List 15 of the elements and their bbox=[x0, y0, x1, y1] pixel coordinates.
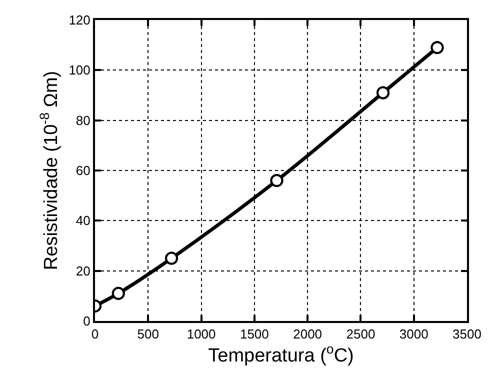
x-tick-label: 3000 bbox=[399, 326, 428, 342]
x-tick-label: 2000 bbox=[293, 326, 322, 342]
x-tick-label: 1000 bbox=[186, 326, 216, 342]
y-tick-label: 20 bbox=[76, 263, 90, 278]
y-tick-label: 40 bbox=[76, 213, 90, 228]
y-tick-label: 60 bbox=[76, 163, 90, 178]
y-tick-label: 80 bbox=[76, 112, 90, 128]
x-tick-label: 500 bbox=[137, 326, 159, 342]
y-tick-label: 0 bbox=[83, 314, 90, 329]
x-tick-label: 2500 bbox=[346, 326, 376, 342]
y-tick-label: 100 bbox=[68, 62, 90, 78]
x-tick-label: 3500 bbox=[452, 326, 482, 342]
x-tick-label: 1500 bbox=[240, 326, 269, 342]
y-tick-label: 120 bbox=[68, 12, 90, 28]
x-axis-title: Temperatura ($^{o}$C) bbox=[208, 342, 354, 367]
